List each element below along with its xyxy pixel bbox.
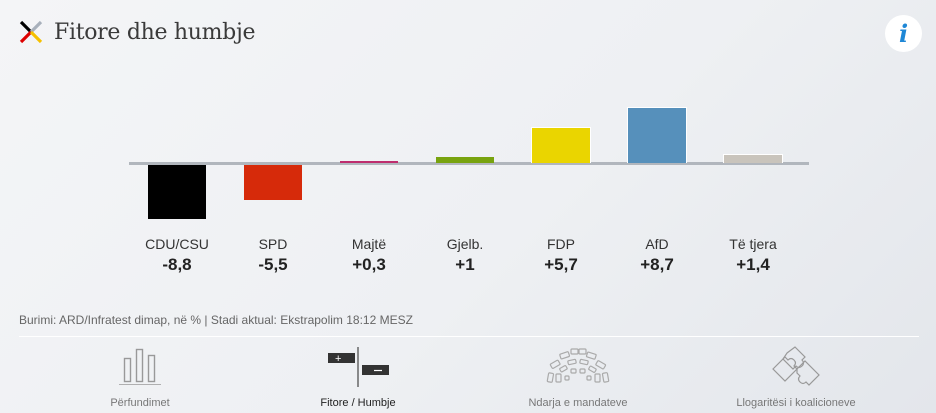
party-label: CDU/CSU -8,8 bbox=[129, 236, 225, 275]
party-label: AfD +8,7 bbox=[609, 236, 705, 275]
party-name: SPD bbox=[258, 236, 288, 252]
nav-label: Fitore / Humbje bbox=[320, 397, 396, 409]
party-name: Të tjera bbox=[729, 236, 777, 252]
nav-label: Përfundimet bbox=[110, 397, 170, 409]
page-title: Fitore dhe humbje bbox=[54, 19, 256, 45]
parliament-seats-icon bbox=[546, 348, 610, 383]
bar-afd[interactable] bbox=[627, 107, 687, 163]
party-change: +8,7 bbox=[640, 255, 674, 274]
divider bbox=[19, 336, 919, 337]
bar-majte[interactable] bbox=[340, 161, 398, 163]
party-label: FDP +5,7 bbox=[513, 236, 609, 275]
nav-item-seat-distribution[interactable]: Ndarja e mandateve bbox=[478, 337, 678, 413]
bottom-nav: Përfundimet + Fitore / Humbje bbox=[0, 337, 936, 413]
bar-fdp[interactable] bbox=[531, 127, 591, 163]
party-change: -8,8 bbox=[162, 255, 192, 274]
bar-cdu-csu[interactable] bbox=[148, 165, 206, 219]
source-note: Burimi: ARD/Infratest dimap, në % | Stad… bbox=[19, 313, 413, 327]
party-name: FDP bbox=[547, 236, 575, 252]
puzzle-icon bbox=[772, 346, 820, 386]
info-icon: i bbox=[898, 19, 909, 48]
cross-logo-icon bbox=[19, 20, 43, 44]
party-name: Majtë bbox=[351, 236, 387, 252]
header: Fitore dhe humbje bbox=[18, 16, 256, 48]
party-change: +5,7 bbox=[544, 255, 578, 274]
svg-text:+: + bbox=[335, 353, 341, 365]
bar-gjelb[interactable] bbox=[436, 157, 494, 163]
party-change: +0,3 bbox=[352, 255, 386, 274]
party-label: Gjelb. +1 bbox=[417, 236, 513, 275]
gains-losses-chart: CDU/CSU -8,8 SPD -5,5 Majtë +0,3 Gjelb. … bbox=[129, 107, 809, 275]
info-button[interactable]: i bbox=[885, 15, 922, 52]
party-change: +1 bbox=[455, 255, 475, 274]
party-label: Majtë +0,3 bbox=[321, 236, 417, 275]
bar-spd[interactable] bbox=[244, 165, 302, 200]
party-label: Të tjera +1,4 bbox=[705, 236, 801, 275]
nav-item-gains-losses[interactable]: + Fitore / Humbje bbox=[258, 337, 458, 413]
bar-te-tjera[interactable] bbox=[723, 154, 783, 163]
bar-chart-icon bbox=[119, 348, 161, 385]
party-name: AfD bbox=[645, 236, 669, 252]
nav-item-results[interactable]: Përfundimet bbox=[40, 337, 240, 413]
party-name: CDU/CSU bbox=[145, 236, 209, 252]
nav-label: Llogaritësi i koalicioneve bbox=[736, 397, 856, 409]
party-label: SPD -5,5 bbox=[225, 236, 321, 275]
chart-baseline bbox=[129, 162, 809, 165]
party-change: +1,4 bbox=[736, 255, 770, 274]
nav-label: Ndarja e mandateve bbox=[528, 397, 628, 409]
party-change: -5,5 bbox=[258, 255, 288, 274]
nav-item-coalition-calculator[interactable]: Llogaritësi i koalicioneve bbox=[696, 337, 896, 413]
party-name: Gjelb. bbox=[446, 236, 484, 252]
plus-minus-icon: + bbox=[328, 347, 389, 387]
